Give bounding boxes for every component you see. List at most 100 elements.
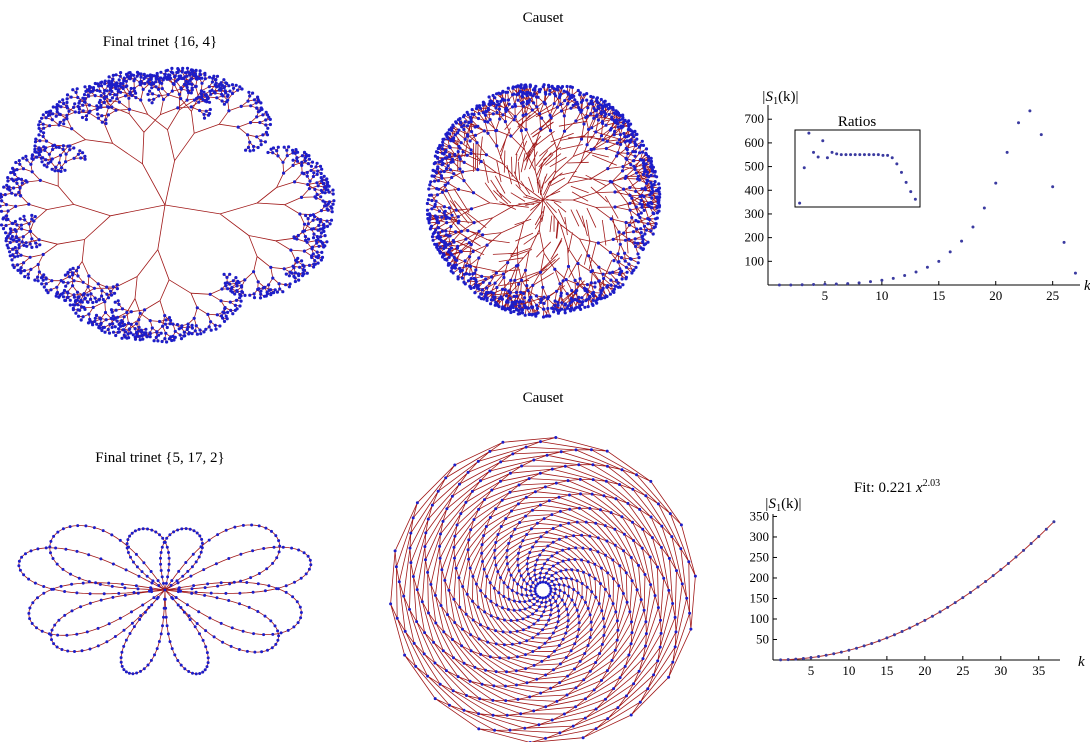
network-nodes: [17, 524, 312, 676]
title-sup: 2.03: [923, 478, 941, 489]
y-axis-label: |S1(k)|: [761, 89, 798, 107]
point: [794, 658, 797, 661]
drawing-title: Final trinet {5, 17, 2}: [95, 450, 224, 466]
y-tick-label: 700: [745, 111, 765, 126]
x-tick-label: 20: [918, 663, 931, 678]
inset-frame: [795, 130, 920, 207]
y-tick-label: 100: [750, 611, 770, 626]
point: [992, 574, 995, 577]
x-tick-label: 25: [1046, 288, 1059, 303]
network-edges: [0, 68, 334, 342]
point: [817, 155, 820, 158]
point: [779, 658, 782, 661]
point: [803, 166, 806, 169]
x-tick-label: 30: [994, 663, 1007, 678]
point: [895, 162, 898, 165]
point: [893, 633, 896, 636]
point: [923, 619, 926, 622]
network-edges: [391, 438, 696, 742]
point: [946, 606, 949, 609]
y-tick-label: 100: [745, 253, 765, 268]
point: [1007, 562, 1010, 565]
y-tick-label: 300: [750, 529, 770, 544]
point: [847, 649, 850, 652]
x-tick-label: 10: [875, 288, 888, 303]
y-tick-label: 200: [745, 230, 765, 245]
figure: Final trinet {16, 4} Causet Final trinet…: [0, 0, 1090, 742]
x-axis-label: k: [1078, 654, 1085, 670]
point: [809, 656, 812, 659]
point: [984, 580, 987, 583]
y-label-tail: (k)|: [781, 496, 802, 512]
title-text: Fit: 0.221: [854, 480, 916, 496]
point: [1063, 241, 1066, 244]
point: [994, 182, 997, 185]
point: [817, 655, 820, 658]
point: [840, 651, 843, 654]
point: [908, 626, 911, 629]
point: [869, 280, 872, 283]
point: [868, 153, 871, 156]
point: [954, 601, 957, 604]
point: [931, 615, 934, 618]
y-tick-label: 500: [745, 159, 765, 174]
point: [905, 181, 908, 184]
y-tick-label: 250: [750, 549, 770, 564]
point: [916, 623, 919, 626]
x-axis-label: k: [1084, 278, 1090, 294]
drawing-title: Causet: [523, 10, 565, 26]
point: [914, 198, 917, 201]
point: [798, 202, 801, 205]
point: [789, 284, 792, 287]
point: [858, 153, 861, 156]
x-tick-label: 5: [822, 288, 829, 303]
point: [1006, 151, 1009, 154]
point: [881, 154, 884, 157]
point: [858, 281, 861, 284]
point: [854, 153, 857, 156]
point: [863, 644, 866, 647]
point: [1014, 556, 1017, 559]
y-axis-label: |S1(k)|: [764, 496, 801, 514]
point: [840, 153, 843, 156]
point: [877, 153, 880, 156]
point: [1074, 272, 1077, 275]
point: [870, 642, 873, 645]
point: [855, 647, 858, 650]
inset-title: Ratios: [838, 114, 876, 130]
point: [960, 240, 963, 243]
y-tick-label: 600: [745, 135, 765, 150]
point: [885, 636, 888, 639]
y-tick-label: 150: [750, 590, 770, 605]
point: [903, 274, 906, 277]
point: [891, 156, 894, 159]
point: [961, 596, 964, 599]
x-tick-label: 35: [1032, 663, 1045, 678]
point: [1028, 109, 1031, 112]
point: [937, 260, 940, 263]
point: [778, 284, 781, 287]
point: [878, 639, 881, 642]
point: [926, 266, 929, 269]
point: [801, 283, 804, 286]
point: [812, 283, 815, 286]
point: [909, 190, 912, 193]
point: [886, 154, 889, 157]
point: [939, 610, 942, 613]
y-tick-label: 400: [745, 182, 765, 197]
point: [1037, 535, 1040, 538]
point: [863, 153, 866, 156]
point: [915, 270, 918, 273]
point: [835, 152, 838, 155]
y-tick-label: 50: [756, 631, 769, 646]
point: [821, 139, 824, 142]
point: [1040, 133, 1043, 136]
point: [1017, 121, 1020, 124]
y-label-text: |S: [761, 89, 773, 105]
x-tick-label: 20: [989, 288, 1002, 303]
point: [823, 283, 826, 286]
point: [969, 591, 972, 594]
point: [835, 283, 838, 286]
chart-title: Fit: 0.221 x2.03: [854, 478, 940, 496]
drawing-title: Final trinet {16, 4}: [103, 34, 217, 50]
